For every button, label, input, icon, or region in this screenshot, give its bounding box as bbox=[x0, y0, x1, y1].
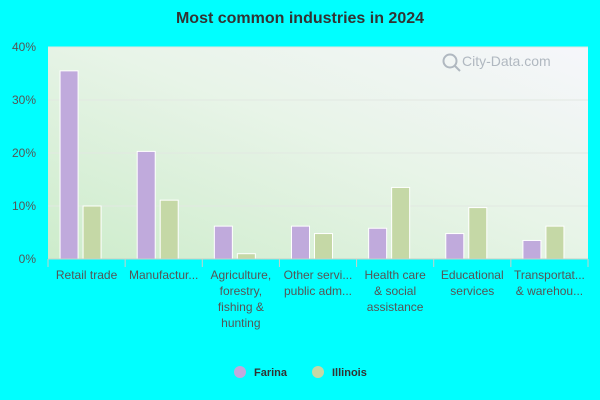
x-tick-label: Other servi... public adm... bbox=[284, 268, 353, 298]
magnifier-icon bbox=[442, 53, 458, 69]
bar-farina-1[interactable] bbox=[136, 150, 156, 260]
watermark-text: City-Data.com bbox=[462, 53, 551, 69]
y-tick-label: 30% bbox=[12, 93, 36, 107]
bar-farina-4[interactable] bbox=[368, 227, 388, 260]
bar-farina-2[interactable] bbox=[213, 225, 233, 260]
bar-illinois-1[interactable] bbox=[159, 199, 179, 260]
bar-farina-6[interactable] bbox=[522, 239, 542, 260]
chart-title: Most common industries in 2024 bbox=[176, 10, 424, 27]
legend-label-illinois: Illinois bbox=[332, 367, 367, 379]
legend: Farina Illinois bbox=[234, 366, 367, 379]
bar-illinois-6[interactable] bbox=[545, 225, 565, 260]
y-axis: 0% 10% 20% 30% 40% bbox=[12, 40, 36, 266]
legend-swatch-illinois bbox=[312, 366, 324, 378]
legend-swatch-farina bbox=[234, 366, 246, 378]
watermark: City-Data.com bbox=[442, 53, 551, 72]
bar-illinois-4[interactable] bbox=[391, 186, 411, 260]
y-tick-label: 0% bbox=[19, 252, 37, 266]
x-axis: Retail trade Manufactur... Agriculture, for… bbox=[47, 258, 589, 330]
x-tick-label: Retail trade bbox=[56, 268, 118, 282]
bar-farina-3[interactable] bbox=[291, 225, 310, 260]
bar-farina-5[interactable] bbox=[445, 233, 465, 260]
magnifier-handle bbox=[454, 65, 461, 72]
x-tick-label: Health care & social assistance bbox=[364, 268, 426, 314]
gridlines bbox=[48, 46, 588, 207]
x-tick-label: Manufactur... bbox=[129, 268, 198, 282]
x-tick-label: Agriculture, forestry, fishing & hunting bbox=[211, 268, 272, 330]
x-tick-label: Transportat... & warehou... bbox=[514, 268, 585, 298]
bar-illinois-3[interactable] bbox=[314, 233, 333, 260]
x-tick-label: Educational services bbox=[441, 268, 504, 298]
legend-label-farina: Farina bbox=[254, 367, 288, 379]
bar-illinois-2[interactable] bbox=[236, 253, 256, 260]
y-tick-label: 10% bbox=[12, 199, 36, 213]
bar-illinois-0[interactable] bbox=[82, 205, 102, 260]
bar-farina-0[interactable] bbox=[59, 70, 79, 260]
y-tick-label: 40% bbox=[12, 40, 36, 54]
bar-illinois-5[interactable] bbox=[468, 207, 488, 260]
y-tick-label: 20% bbox=[12, 146, 36, 160]
